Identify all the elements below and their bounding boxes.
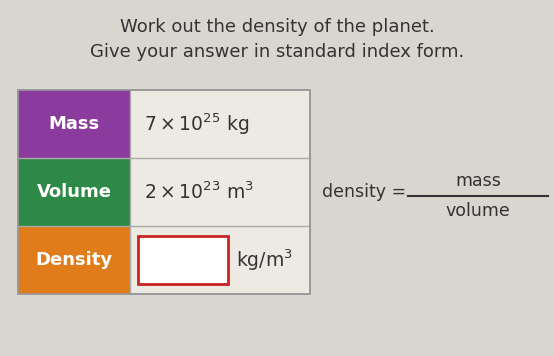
Bar — [18, 158, 130, 226]
Text: Mass: Mass — [48, 115, 100, 133]
Text: Work out the density of the planet.
Give your answer in standard index form.: Work out the density of the planet. Give… — [90, 18, 464, 61]
Bar — [18, 90, 130, 158]
Text: density =: density = — [322, 183, 412, 201]
Text: $7 \times 10^{25}$ kg: $7 \times 10^{25}$ kg — [144, 111, 249, 137]
Text: volume: volume — [445, 202, 510, 220]
Text: mass: mass — [455, 172, 501, 190]
Text: $2 \times 10^{23}$ m$^3$: $2 \times 10^{23}$ m$^3$ — [144, 181, 254, 203]
Text: Density: Density — [35, 251, 112, 269]
Text: kg/m$^3$: kg/m$^3$ — [236, 247, 293, 273]
Bar — [18, 90, 310, 294]
Bar — [18, 90, 310, 294]
Bar — [138, 236, 228, 284]
Bar — [18, 226, 130, 294]
Text: Volume: Volume — [37, 183, 111, 201]
